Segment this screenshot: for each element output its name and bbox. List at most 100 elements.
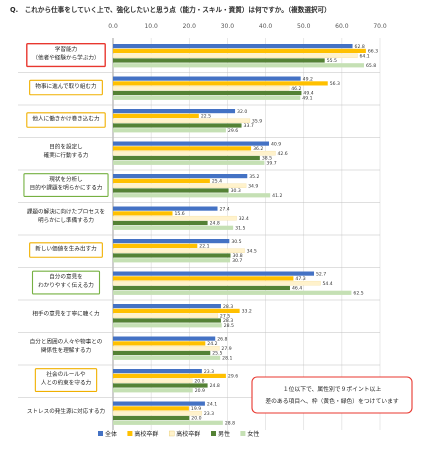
bar xyxy=(113,341,206,346)
bar xyxy=(113,336,216,341)
bar xyxy=(113,369,202,374)
category-label: （他者や経験から学ぶ力） xyxy=(32,53,99,61)
data-label: 27.9 xyxy=(221,346,231,352)
data-label: 26.8 xyxy=(217,336,227,342)
data-label: 24.8 xyxy=(210,221,220,227)
data-label: 30.5 xyxy=(231,239,241,245)
data-label: 25.5 xyxy=(212,351,222,357)
category-label: 社会のルールや xyxy=(46,370,86,378)
category-highlight-frame xyxy=(26,112,106,128)
bar xyxy=(113,220,208,226)
x-tick-label: 20.0 xyxy=(183,23,197,30)
bar xyxy=(113,141,270,146)
bar xyxy=(113,258,231,263)
note-text: １位以下で、属性別で９ポイント以上 xyxy=(283,385,382,393)
category-label: 目的を設定し xyxy=(49,143,83,151)
data-label: 41.2 xyxy=(272,193,282,199)
bar xyxy=(113,63,364,68)
legend-swatch xyxy=(240,431,246,436)
bar xyxy=(113,174,248,179)
bar xyxy=(113,113,199,118)
bar xyxy=(113,401,205,406)
data-label: 30.7 xyxy=(232,258,242,264)
data-label: 32.4 xyxy=(239,216,249,222)
bar xyxy=(113,290,352,295)
data-label: 30.8 xyxy=(232,253,242,259)
bar xyxy=(113,95,301,100)
data-label: 31.5 xyxy=(235,226,245,232)
data-label: 34.5 xyxy=(247,248,257,254)
bar xyxy=(113,193,271,198)
data-label: 33.7 xyxy=(244,123,254,129)
category-label: 学習能力 xyxy=(55,45,78,53)
bar xyxy=(113,318,221,323)
x-tick-label: 10.0 xyxy=(144,23,158,30)
bar xyxy=(113,373,226,378)
data-label: 40.9 xyxy=(271,141,281,147)
data-label: 23.3 xyxy=(204,369,214,375)
bar xyxy=(113,48,366,53)
category-label: ストレスの発生源に対応する力 xyxy=(27,407,106,415)
bar xyxy=(113,239,230,244)
category-highlight-frame xyxy=(34,368,98,392)
data-label: 19.9 xyxy=(191,406,201,412)
data-label: 24.8 xyxy=(210,383,220,389)
data-label: 29.6 xyxy=(228,128,238,134)
bar xyxy=(113,123,242,128)
note-box xyxy=(251,376,413,414)
data-label: 33.2 xyxy=(242,309,252,315)
bar xyxy=(113,44,353,49)
category-highlight-frame xyxy=(29,79,103,96)
bar xyxy=(113,76,301,81)
bar xyxy=(113,271,315,276)
category-labels: 学習能力（他者や経験から学ぶ力） 物事に進んで取り組む力他人に働きかけ巻き込む力目… xyxy=(23,42,109,415)
bar xyxy=(113,155,260,161)
data-label: 28.8 xyxy=(225,421,235,427)
data-label: 20.9 xyxy=(195,388,205,394)
bar xyxy=(112,410,203,416)
data-label: 24.2 xyxy=(207,341,217,347)
bar xyxy=(113,243,198,248)
data-label: 56.3 xyxy=(330,81,340,87)
bar xyxy=(112,378,193,383)
data-label: 47.3 xyxy=(295,276,305,282)
bar xyxy=(113,90,302,96)
legend-swatch xyxy=(211,431,216,436)
bar xyxy=(113,415,190,421)
bar xyxy=(113,225,234,230)
x-tick-label: 30.0 xyxy=(221,23,235,30)
category-label: 他人に働きかけ巻き込む力 xyxy=(32,114,100,122)
data-label: 29.6 xyxy=(228,374,238,380)
x-tick-label: 60.0 xyxy=(335,23,349,30)
bar xyxy=(113,308,240,313)
bar xyxy=(113,285,290,291)
data-label: 49.4 xyxy=(303,91,313,97)
data-label: 30.3 xyxy=(231,188,241,194)
x-axis-ticks: 0.0 10.0 20.0 30.0 40.0 50.0 60.0 70.0 xyxy=(108,23,387,30)
data-label: 23.3 xyxy=(204,411,214,417)
category-label: 新しい価値を生み出す力 xyxy=(35,244,97,252)
legend-label: 高校卒群 xyxy=(134,430,158,438)
bar xyxy=(113,178,210,183)
data-label: 54.4 xyxy=(322,281,332,287)
data-label: 36.2 xyxy=(253,146,263,152)
bar xyxy=(112,280,321,286)
legend-label: 男性 xyxy=(218,430,230,438)
legend: 全体 高校卒群 高校卒群 男性 女性 xyxy=(98,430,259,438)
data-label: 20.8 xyxy=(194,378,204,384)
category-label: 物事に進んで取り組む力 xyxy=(35,82,97,90)
bar xyxy=(113,383,208,388)
bar xyxy=(113,276,294,281)
bar xyxy=(113,146,252,151)
legend-label: 女性 xyxy=(247,430,259,438)
x-tick-label: 40.0 xyxy=(259,23,273,30)
data-label: 22.5 xyxy=(201,114,211,120)
bar xyxy=(113,304,221,309)
bar xyxy=(113,58,325,63)
legend-label: 全体 xyxy=(105,430,117,438)
category-label: 現状を分析し xyxy=(49,175,83,183)
data-label: 35.2 xyxy=(249,174,259,180)
data-label: 42.6 xyxy=(277,151,287,157)
